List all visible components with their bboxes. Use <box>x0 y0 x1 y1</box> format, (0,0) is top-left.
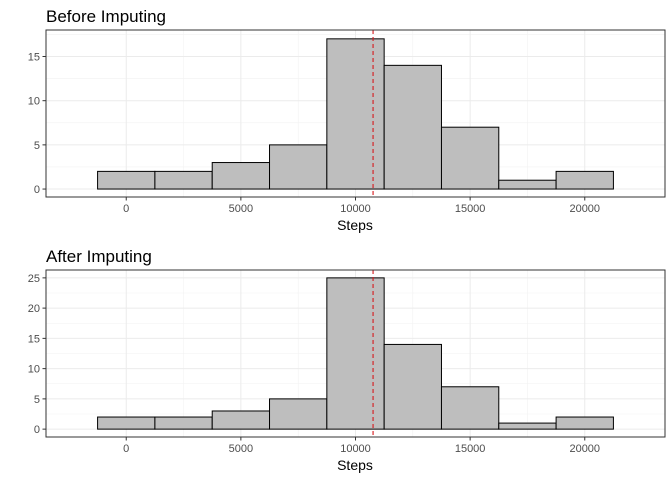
y-tick-label: 5 <box>34 140 40 152</box>
x-tick-label: 5000 <box>229 443 253 455</box>
x-tick-label: 10000 <box>340 443 371 455</box>
x-tick-label: 20000 <box>569 443 600 455</box>
before-imputing-panel: Before Imputing Steps 0 5000 10000 15000 200… <box>28 7 666 233</box>
histogram-bar <box>154 170 213 190</box>
x-tick-label: 0 <box>123 443 129 455</box>
x-tick-label: 15000 <box>455 443 486 455</box>
histogram-bar <box>97 416 156 430</box>
histogram-bar <box>326 277 385 430</box>
histogram-bar <box>440 386 500 430</box>
y-tick-label: 10 <box>28 96 40 108</box>
histogram-bar <box>383 64 442 190</box>
x-axis-label: Steps <box>337 217 373 233</box>
histogram-bar <box>97 170 156 190</box>
histogram-bar <box>269 144 328 190</box>
histogram-bar <box>326 38 385 190</box>
y-tick-label: 15 <box>28 333 40 345</box>
plot-area <box>45 29 666 198</box>
plot-area <box>45 269 666 438</box>
histogram-bar <box>440 126 500 190</box>
histogram-bar <box>154 416 213 430</box>
x-tick-label: 20000 <box>569 203 600 215</box>
x-axis-label: Steps <box>337 457 373 473</box>
y-tick-label: 0 <box>34 184 40 196</box>
chart-title: Before Imputing <box>46 7 166 26</box>
x-tick-label: 0 <box>123 203 129 215</box>
y-tick-label: 5 <box>34 394 40 406</box>
y-tick-label: 15 <box>28 52 40 64</box>
y-tick-label: 10 <box>28 364 40 376</box>
x-tick-label: 10000 <box>340 203 371 215</box>
after-imputing-panel: After Imputing Steps 0 5000 10000 15000 2000… <box>28 247 666 473</box>
x-tick-label: 5000 <box>229 203 253 215</box>
y-tick-label: 0 <box>34 424 40 436</box>
histogram-bar <box>383 343 442 430</box>
histogram-bar <box>498 179 557 190</box>
histogram-bar <box>211 162 271 190</box>
histogram-bar <box>269 398 328 430</box>
histogram-bar <box>498 422 557 430</box>
chart-title: After Imputing <box>46 247 152 266</box>
y-tick-label: 20 <box>28 303 40 315</box>
x-tick-label: 15000 <box>455 203 486 215</box>
histogram-bar <box>555 416 614 430</box>
histogram-bar <box>555 170 614 190</box>
y-tick-label: 25 <box>28 273 40 285</box>
histogram-bar <box>211 410 271 430</box>
